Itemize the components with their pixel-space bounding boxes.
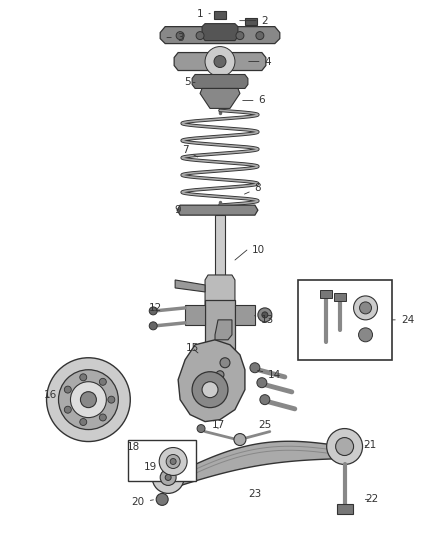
Text: 21: 21 — [363, 440, 376, 449]
Polygon shape — [245, 18, 257, 25]
Text: 19: 19 — [144, 463, 157, 472]
Circle shape — [192, 372, 228, 408]
Polygon shape — [337, 504, 353, 514]
Polygon shape — [215, 215, 225, 275]
Circle shape — [165, 474, 171, 480]
Circle shape — [336, 438, 353, 456]
Text: 22: 22 — [365, 495, 378, 504]
Circle shape — [80, 418, 87, 425]
Polygon shape — [215, 320, 232, 340]
Circle shape — [360, 302, 371, 314]
Circle shape — [258, 308, 272, 322]
Text: 17: 17 — [212, 419, 225, 430]
Polygon shape — [168, 441, 345, 489]
Polygon shape — [214, 11, 226, 19]
Text: 15: 15 — [185, 343, 199, 353]
Polygon shape — [205, 300, 235, 355]
Bar — [128, 440, 196, 481]
Text: 1: 1 — [197, 9, 210, 19]
Text: 12: 12 — [148, 303, 162, 313]
Circle shape — [205, 46, 235, 77]
Circle shape — [46, 358, 130, 441]
Circle shape — [256, 31, 264, 39]
Circle shape — [71, 382, 106, 417]
Circle shape — [197, 425, 205, 433]
Circle shape — [99, 378, 106, 385]
Text: 14: 14 — [258, 370, 282, 379]
Text: 7: 7 — [182, 146, 198, 157]
Circle shape — [250, 363, 260, 373]
Circle shape — [166, 455, 180, 469]
Polygon shape — [320, 290, 332, 298]
Polygon shape — [174, 53, 266, 70]
Circle shape — [80, 374, 87, 381]
Text: 8: 8 — [244, 183, 261, 194]
Circle shape — [214, 55, 226, 68]
Circle shape — [108, 396, 115, 403]
Circle shape — [99, 414, 106, 421]
Circle shape — [234, 433, 246, 446]
Circle shape — [156, 494, 168, 505]
Circle shape — [257, 378, 267, 387]
Text: 25: 25 — [258, 419, 272, 430]
Polygon shape — [185, 305, 205, 325]
Polygon shape — [178, 340, 245, 422]
Polygon shape — [175, 280, 205, 292]
Text: 23: 23 — [248, 489, 261, 499]
Text: 6: 6 — [243, 95, 265, 106]
Text: 16: 16 — [44, 390, 57, 400]
Text: 10: 10 — [251, 245, 265, 255]
Circle shape — [176, 31, 184, 39]
Polygon shape — [235, 305, 255, 325]
Text: 5: 5 — [184, 77, 195, 87]
Text: 24: 24 — [392, 315, 414, 325]
Circle shape — [327, 429, 363, 464]
Circle shape — [159, 448, 187, 475]
Circle shape — [216, 371, 224, 379]
Circle shape — [81, 392, 96, 408]
Circle shape — [149, 322, 157, 330]
Polygon shape — [200, 88, 240, 108]
Text: 9: 9 — [175, 205, 181, 215]
Circle shape — [64, 386, 71, 393]
Circle shape — [220, 358, 230, 368]
Circle shape — [359, 328, 372, 342]
Text: 18: 18 — [127, 441, 140, 451]
Circle shape — [202, 382, 218, 398]
Circle shape — [262, 312, 268, 318]
Text: 3: 3 — [167, 33, 184, 43]
Circle shape — [170, 458, 176, 464]
Text: 4: 4 — [249, 56, 271, 67]
Polygon shape — [177, 205, 258, 215]
Polygon shape — [205, 275, 235, 320]
Text: 20: 20 — [132, 497, 153, 507]
Circle shape — [236, 31, 244, 39]
Polygon shape — [202, 23, 238, 41]
Circle shape — [152, 462, 184, 494]
Text: 13: 13 — [254, 315, 275, 325]
Bar — [298, 280, 392, 360]
Polygon shape — [192, 75, 248, 88]
Polygon shape — [334, 293, 346, 301]
Circle shape — [149, 307, 157, 315]
Polygon shape — [160, 27, 280, 44]
Circle shape — [160, 470, 176, 486]
Circle shape — [196, 31, 204, 39]
Circle shape — [64, 406, 71, 413]
Circle shape — [59, 370, 118, 430]
Circle shape — [260, 394, 270, 405]
Circle shape — [353, 296, 378, 320]
Text: 2: 2 — [240, 15, 268, 26]
